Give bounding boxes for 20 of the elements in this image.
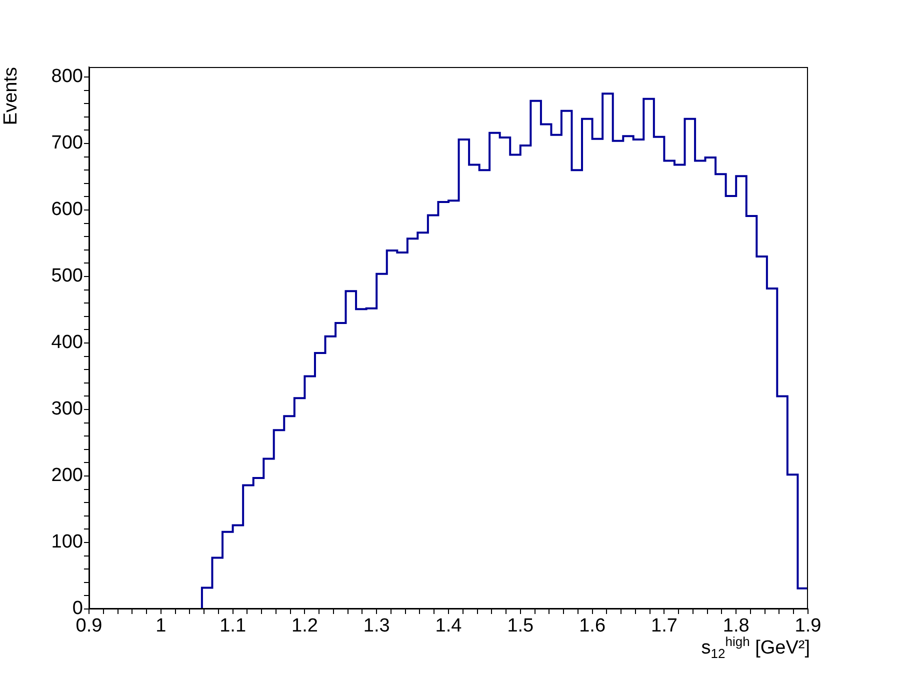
x-tick-label: 1.9 <box>794 616 822 637</box>
y-axis-title: Events <box>0 67 22 126</box>
x-tick-label: 1 <box>156 616 166 637</box>
y-tick-label: 600 <box>51 199 83 220</box>
x-tick-label: 1.6 <box>579 616 606 637</box>
y-tick-label: 300 <box>51 398 83 420</box>
y-tick-label: 200 <box>51 465 83 486</box>
x-tick-label: 1.2 <box>291 616 318 637</box>
y-tick-label: 800 <box>51 66 83 88</box>
y-tick-label: 500 <box>51 266 83 287</box>
x-tick-label: 1.5 <box>507 616 534 637</box>
x-tick-label: 1.1 <box>220 616 246 637</box>
x-tick-label: 1.8 <box>722 616 750 637</box>
x-tick-label: 1.4 <box>435 616 462 637</box>
y-tick-label: 700 <box>51 132 83 154</box>
y-tick-label: 400 <box>51 332 83 354</box>
x-tick-label: 1.3 <box>363 616 390 637</box>
y-tick-label: 100 <box>51 532 83 553</box>
x-axis-title: s$_{12}$$^{high}$ [GeV²] <box>701 634 810 662</box>
x-tick-label: 1.7 <box>650 616 678 637</box>
